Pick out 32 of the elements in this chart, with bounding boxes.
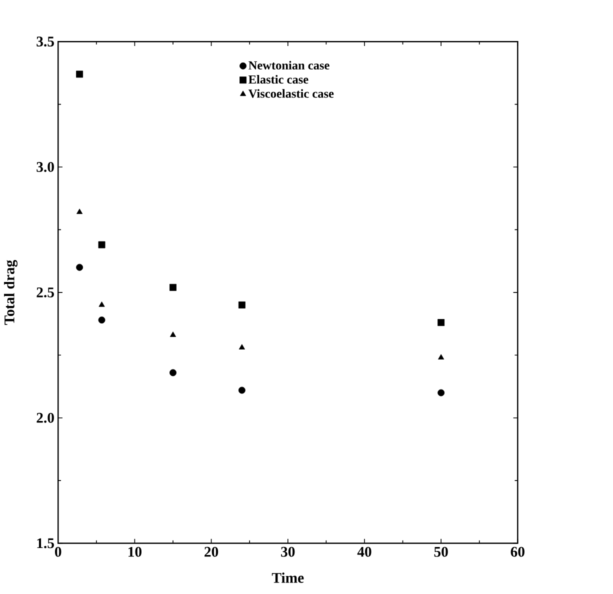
x-axis-title: Time: [272, 572, 304, 583]
point: [238, 301, 246, 308]
y-tick-label: 1.5: [37, 538, 54, 548]
x-tick-label: 0: [54, 546, 62, 557]
point: [438, 319, 445, 326]
y-tick-label: 2.5: [36, 287, 54, 298]
x-tick-label: 40: [357, 546, 372, 557]
point: [98, 241, 106, 248]
point: [170, 369, 176, 376]
x-tick-label: 20: [204, 546, 218, 557]
x-tick-label: 30: [281, 546, 295, 557]
point: [438, 389, 445, 396]
point: [170, 332, 176, 337]
point: [238, 386, 246, 394]
x-tick-label: 10: [128, 546, 142, 557]
point: [238, 344, 245, 350]
y-tick-label: 3.0: [36, 162, 54, 172]
legend-label: Viscoelastic case: [248, 89, 334, 98]
legend-label: Newtonian case: [248, 60, 330, 70]
point: [438, 354, 444, 360]
x-tick-label: 50: [434, 546, 448, 557]
x-tick-label: 60: [510, 546, 524, 557]
legend-label: Elastic case: [248, 74, 308, 84]
y-axis-title: Total drag: [4, 260, 18, 325]
y-tick-label: 3.5: [36, 36, 54, 47]
point: [98, 301, 105, 307]
point: [76, 70, 84, 78]
point: [76, 208, 83, 214]
y-tick-label: 2.0: [36, 412, 54, 423]
point: [170, 284, 176, 291]
point: [76, 264, 84, 271]
point: [98, 316, 106, 324]
